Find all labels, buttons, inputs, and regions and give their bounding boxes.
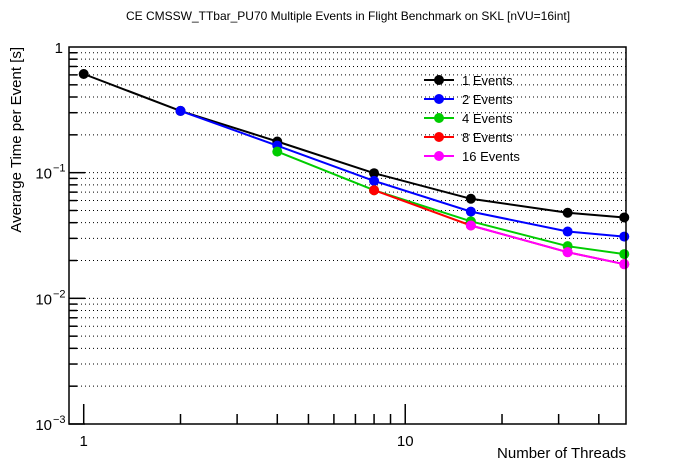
legend-label: 16 Events [462,149,520,164]
y-tick-label: 10 [35,417,52,434]
series-line [180,109,625,238]
legend-item: 2 Events [424,92,513,107]
data-point [465,220,476,231]
legend-marker [434,151,444,161]
legend-marker [434,113,444,123]
y-tick-label: 10 [35,291,52,308]
legend: 1 Events 2 Events 4 Events 8 Events 16 Event… [424,73,520,164]
y-tick-label: 1 [55,40,63,57]
legend-marker [434,75,444,85]
y-tick-exponent: −3 [53,414,66,426]
grid [69,52,626,387]
x-axis-ticks: 1 10 [80,404,600,450]
y-tick-exponent: −1 [53,163,66,175]
legend-marker [434,132,444,142]
y-tick-base: 10 [35,166,52,183]
series-line [470,224,625,266]
y-tick-base: 10 [35,417,52,434]
legend-label: 1 Events [462,73,513,88]
data-point [465,206,476,217]
legend-label: 8 Events [462,130,513,145]
legend-label: 2 Events [462,92,513,107]
data-point [465,193,476,204]
data-point [78,68,89,79]
data-point [369,185,380,196]
series-line [83,73,625,219]
data-point [619,259,630,270]
y-tick-label: 10 [35,166,52,183]
y-axis-ticks: 110−110−210−3 [35,40,85,434]
data-point [369,168,380,179]
data-point [562,247,573,258]
plot-frame [68,46,627,425]
data-point [619,231,630,242]
x-axis-label: Number of Threads [497,445,626,462]
x-tick-label: 10 [397,433,414,450]
data-point [619,249,630,260]
series-group [78,68,630,270]
data-point [369,175,380,186]
legend-item: 8 Events [424,130,513,145]
legend-item: 1 Events [424,73,513,88]
data-point [562,226,573,237]
chart-title: CE CMSSW_TTbar_PU70 Multiple Events in F… [126,9,570,23]
legend-item: 16 Events [424,149,520,164]
x-tick-label: 1 [80,433,88,450]
data-point [272,146,283,157]
legend-label: 4 Events [462,111,513,126]
series-1-events [78,68,630,223]
y-tick-base: 10 [35,291,52,308]
series-2-events [175,105,630,242]
data-point [619,212,630,223]
data-point [175,105,186,116]
legend-marker [434,94,444,104]
y-tick-base: 1 [55,40,63,57]
legend-item: 4 Events [424,111,513,126]
data-point [562,207,573,218]
series-16-events [465,220,630,270]
y-axis-label: Averarge Time per Event [s] [8,47,25,233]
y-tick-exponent: −2 [53,288,66,300]
